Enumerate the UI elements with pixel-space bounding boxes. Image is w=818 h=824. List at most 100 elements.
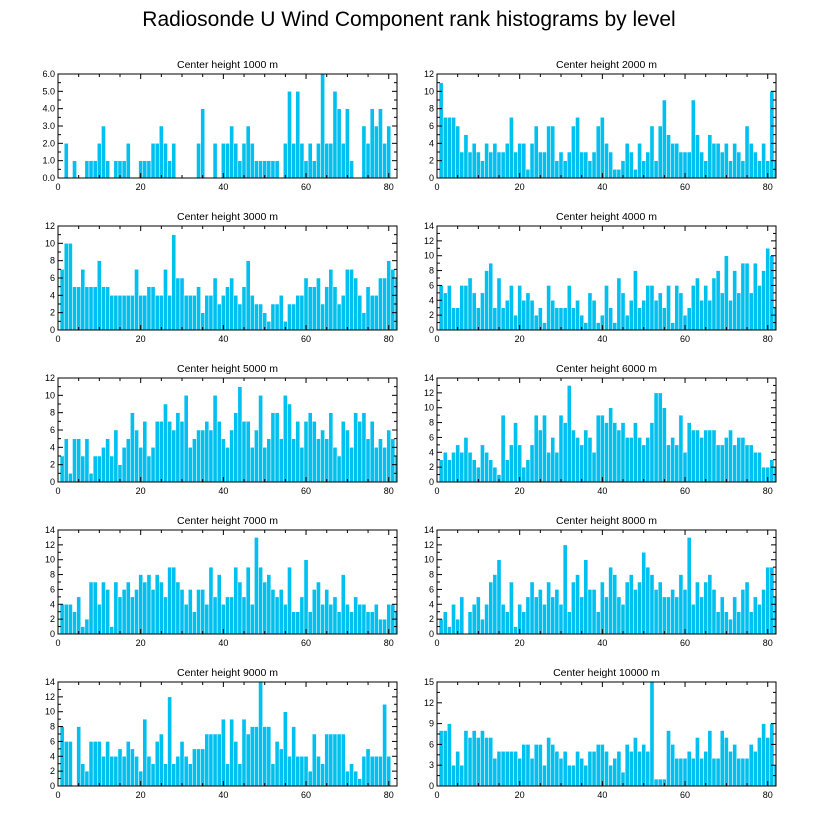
histogram-bar [72, 438, 77, 483]
histogram-bar [113, 160, 119, 179]
histogram-bar [554, 452, 560, 483]
histogram-bar [88, 473, 94, 483]
histogram-bar [386, 125, 392, 179]
histogram-bar [591, 751, 597, 787]
histogram-bar [707, 300, 713, 331]
histogram-bar [711, 143, 717, 179]
y-tick-label: 4 [429, 599, 434, 609]
histogram-bar [386, 260, 392, 331]
panel-title: Center height 3000 m [177, 211, 278, 223]
histogram-bar [500, 751, 506, 787]
histogram-bar [583, 559, 589, 635]
x-tick-label: 20 [515, 334, 525, 344]
histogram-bar [600, 117, 605, 179]
histogram-bar [492, 758, 498, 787]
y-tick-label: 10 [45, 707, 55, 717]
panel-title: Center height 4000 m [556, 211, 657, 223]
y-tick-label: 0 [50, 325, 55, 335]
histogram-bar [562, 422, 568, 483]
x-tick-label: 40 [218, 790, 228, 800]
histogram-bar [196, 589, 201, 635]
histogram-bar [204, 421, 210, 483]
histogram-bar [736, 611, 742, 635]
histogram-bar [159, 295, 164, 331]
histogram-bar [488, 581, 494, 635]
y-tick-label: 12 [424, 388, 434, 398]
histogram-bar [97, 143, 102, 179]
panel-title: Center height 7000 m [177, 515, 278, 527]
histogram-bar [225, 286, 230, 331]
x-tick-label: 60 [680, 790, 690, 800]
histogram-bar [480, 292, 485, 331]
histogram-bar [496, 559, 502, 635]
histogram-bar [645, 151, 651, 179]
histogram-bar [521, 143, 527, 179]
histogram-bar [97, 260, 102, 331]
y-tick-label: 12 [45, 373, 55, 383]
histogram-bar [312, 160, 317, 179]
histogram-bar [221, 143, 226, 179]
histogram-bar [154, 421, 160, 483]
histogram-bar [753, 151, 758, 179]
histogram-bar [299, 756, 305, 787]
histogram-bar [365, 748, 371, 787]
histogram-bar [678, 292, 684, 331]
histogram-bar [653, 778, 659, 787]
histogram-bar [233, 566, 239, 635]
histogram-bar [691, 604, 696, 635]
histogram-panel-8: Center height 8000 m 0 20 40 60 80 0 2 4 6 8 10 12 14 [424, 515, 777, 648]
histogram-bar [121, 589, 127, 635]
histogram-bar [765, 248, 771, 331]
y-tick-label: 8 [429, 418, 434, 428]
y-tick-label: 10 [424, 86, 434, 96]
histogram-bar [134, 429, 139, 483]
histogram-bar [666, 596, 671, 635]
histogram-bar [657, 778, 663, 787]
histogram-panel-10: Center height 10000 m 0 20 40 60 80 0 3 6 9 12 15 [424, 667, 777, 800]
histogram-bar [101, 125, 106, 179]
histogram-panel-9: Center height 9000 m 0 20 40 60 80 0 2 4 6 8 10 12 14 [45, 667, 398, 800]
histogram-bar [84, 438, 90, 483]
histogram-bar [571, 581, 576, 635]
histogram-bar [554, 160, 560, 179]
histogram-bar [68, 604, 73, 635]
y-tick-label: 0 [50, 477, 55, 487]
histogram-bar [678, 758, 684, 787]
histogram-bar [196, 286, 201, 331]
y-tick-label: 3.0 [42, 121, 55, 131]
histogram-bar [390, 438, 396, 483]
histogram-bar [442, 611, 448, 635]
histogram-bar [92, 741, 98, 787]
histogram-bar [554, 589, 560, 635]
x-tick-label: 60 [301, 486, 311, 496]
histogram-bar [345, 604, 350, 635]
panel-title: Center height 2000 m [556, 59, 657, 71]
histogram-bar [571, 764, 576, 787]
histogram-bar [744, 758, 750, 787]
histogram-bar [649, 422, 655, 483]
histogram-bar [662, 99, 667, 179]
histogram-bar [587, 160, 593, 179]
x-tick-label: 20 [136, 182, 146, 192]
histogram-bar [620, 292, 626, 331]
y-tick-label: 10 [45, 238, 55, 248]
histogram-bar [270, 589, 276, 635]
figure-title: Radiosonde U Wind Component rank histogr… [142, 8, 676, 31]
histogram-bar [332, 286, 338, 331]
histogram-bar [125, 581, 131, 635]
histogram-bar [451, 452, 456, 483]
histogram-bar [529, 300, 535, 331]
histogram-bar [711, 589, 717, 635]
histogram-bar [500, 604, 506, 635]
histogram-bar [258, 681, 263, 787]
histogram-bar [125, 741, 131, 787]
histogram-bar [183, 756, 189, 787]
x-tick-label: 20 [136, 790, 146, 800]
histogram-bar [179, 277, 185, 331]
histogram-bar [245, 421, 251, 483]
histogram-bar [63, 143, 69, 179]
histogram-bar [357, 421, 363, 483]
y-tick-label: 0 [429, 477, 434, 487]
histogram-bar [378, 438, 383, 483]
histogram-bar [455, 125, 460, 179]
